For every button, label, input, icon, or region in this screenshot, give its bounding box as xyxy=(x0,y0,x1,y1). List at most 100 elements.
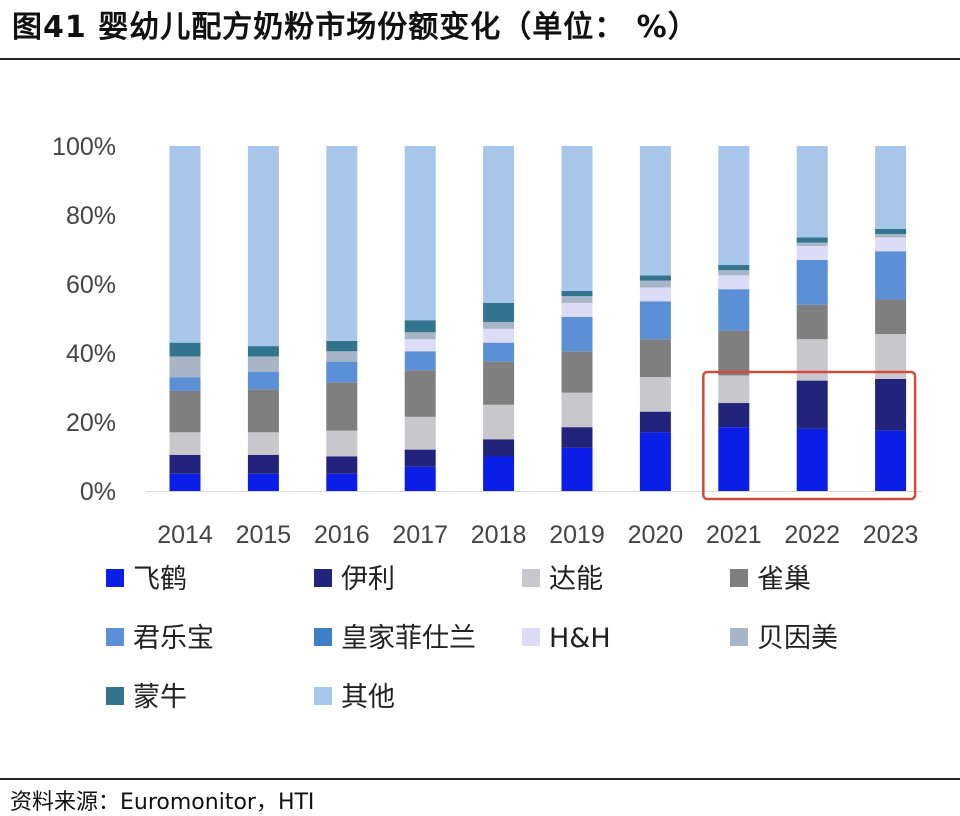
bar-stack-2017 xyxy=(404,146,436,491)
bar-segment-伊利 xyxy=(718,403,750,428)
bar-segment-蒙牛 xyxy=(404,320,436,333)
bar-segment-H&H xyxy=(404,339,436,352)
bar-segment-其他 xyxy=(796,146,828,238)
bar-segment-达能 xyxy=(326,430,358,457)
y-axis: 0% 20% 40% 60% 80% 100% xyxy=(52,133,922,506)
bar-segment-其他 xyxy=(483,146,515,303)
bar-stack-2016 xyxy=(326,146,358,491)
x-axis-labels: 2014 2015 2016 2017 2018 2019 2020 2021 2022 2023 xyxy=(157,521,918,549)
bar-segment-H&H xyxy=(796,246,828,260)
legend-label: 伊利 xyxy=(341,564,395,595)
bar-segment-达能 xyxy=(561,392,593,428)
bar-segment-飞鹤 xyxy=(247,473,279,491)
legend-item-君乐宝: 君乐宝 xyxy=(106,623,214,654)
legend-swatch xyxy=(106,687,124,705)
bar-stack-2015 xyxy=(247,146,279,491)
bar-segment-蒙牛 xyxy=(796,237,828,243)
bar-segment-雀巢 xyxy=(718,330,750,376)
x-tick-label: 2014 xyxy=(157,521,213,549)
bar-segment-贝因美 xyxy=(718,270,750,276)
bar-segment-达能 xyxy=(483,404,515,440)
highlight-box xyxy=(702,370,917,501)
bar-segment-贝因美 xyxy=(247,356,279,372)
bar-segment-飞鹤 xyxy=(875,430,907,491)
bar-segment-达能 xyxy=(639,377,671,412)
bar-stack-2020 xyxy=(639,146,671,491)
bottom-rule xyxy=(0,778,960,780)
y-tick-label: 80% xyxy=(66,202,116,230)
bar-segment-其他 xyxy=(326,146,358,341)
bar-stack-2014 xyxy=(169,146,201,491)
bar-segment-蒙牛 xyxy=(483,302,515,322)
bar-segment-君乐宝 xyxy=(169,377,201,391)
bar-segment-蒙牛 xyxy=(718,265,750,271)
bar-stack-2022 xyxy=(796,146,828,491)
bar-stack-2021 xyxy=(718,146,750,491)
legend-swatch xyxy=(314,628,332,646)
bar-segment-君乐宝 xyxy=(561,316,593,352)
bar-segment-飞鹤 xyxy=(639,432,671,491)
bar-segment-蒙牛 xyxy=(247,346,279,357)
x-tick-label: 2016 xyxy=(314,521,370,549)
x-tick-label: 2017 xyxy=(392,521,448,549)
bar-segment-其他 xyxy=(169,146,201,343)
legend-label: 达能 xyxy=(549,564,603,595)
legend-item-其他: 其他 xyxy=(314,682,395,713)
bar-segment-H&H xyxy=(483,328,515,343)
bar-segment-飞鹤 xyxy=(561,447,593,491)
x-tick-label: 2023 xyxy=(863,521,919,549)
bar-segment-伊利 xyxy=(483,439,515,457)
legend-swatch xyxy=(106,628,124,646)
stacked-bar-chart: 0%20%40%60%80%100% 2014 2015 2016 2017 2018 2… xyxy=(52,133,922,713)
bar-segment-蒙牛 xyxy=(561,290,593,297)
legend-item-H&H: H&H xyxy=(522,623,611,654)
legend-item-达能: 达能 xyxy=(522,564,603,595)
x-tick-label: 2022 xyxy=(784,521,840,549)
legend-item-贝因美: 贝因美 xyxy=(730,623,838,654)
bar-segment-君乐宝 xyxy=(247,371,279,390)
bar-segment-H&H xyxy=(875,237,907,252)
legend-label: 其他 xyxy=(341,682,395,713)
bar-segment-雀巢 xyxy=(404,370,436,417)
legend-label: 蒙牛 xyxy=(133,682,187,713)
bar-segment-达能 xyxy=(169,432,201,455)
bar-stack-2018 xyxy=(483,146,515,491)
bar-segment-H&H xyxy=(718,275,750,290)
bar-segment-达能 xyxy=(796,339,828,381)
bar-segment-雀巢 xyxy=(169,390,201,433)
bar-segment-其他 xyxy=(404,146,436,321)
bar-segment-蒙牛 xyxy=(169,342,201,357)
bar-stacks xyxy=(169,146,907,491)
top-rule xyxy=(0,58,960,60)
bar-segment-蒙牛 xyxy=(326,340,358,352)
bar-segment-伊利 xyxy=(639,411,671,433)
bar-segment-飞鹤 xyxy=(169,473,201,491)
bar-segment-伊利 xyxy=(247,454,279,474)
legend-label: H&H xyxy=(549,623,611,654)
bar-segment-飞鹤 xyxy=(326,473,358,491)
bar-segment-达能 xyxy=(247,432,279,455)
bar-segment-君乐宝 xyxy=(875,251,907,300)
x-tick-label: 2019 xyxy=(549,521,605,549)
source-note: 资料来源：Euromonitor，HTI xyxy=(10,790,315,815)
legend-swatch xyxy=(730,628,748,646)
legend-item-蒙牛: 蒙牛 xyxy=(106,682,187,713)
bar-segment-其他 xyxy=(718,146,750,266)
bar-segment-君乐宝 xyxy=(326,361,358,383)
bar-segment-君乐宝 xyxy=(796,259,828,305)
bar-segment-贝因美 xyxy=(169,356,201,378)
bar-segment-贝因美 xyxy=(483,321,515,329)
x-tick-label: 2015 xyxy=(236,521,292,549)
bar-segment-雀巢 xyxy=(875,299,907,335)
bar-segment-贝因美 xyxy=(796,242,828,247)
bar-segment-飞鹤 xyxy=(483,456,515,491)
bar-segment-伊利 xyxy=(326,456,358,474)
x-tick-label: 2021 xyxy=(706,521,762,549)
bar-segment-雀巢 xyxy=(247,389,279,433)
bar-segment-其他 xyxy=(247,146,279,347)
bar-segment-达能 xyxy=(404,416,436,450)
bar-segment-飞鹤 xyxy=(404,466,436,491)
legend-swatch xyxy=(522,569,540,587)
legend-swatch xyxy=(730,569,748,587)
legend-swatch xyxy=(106,569,124,587)
